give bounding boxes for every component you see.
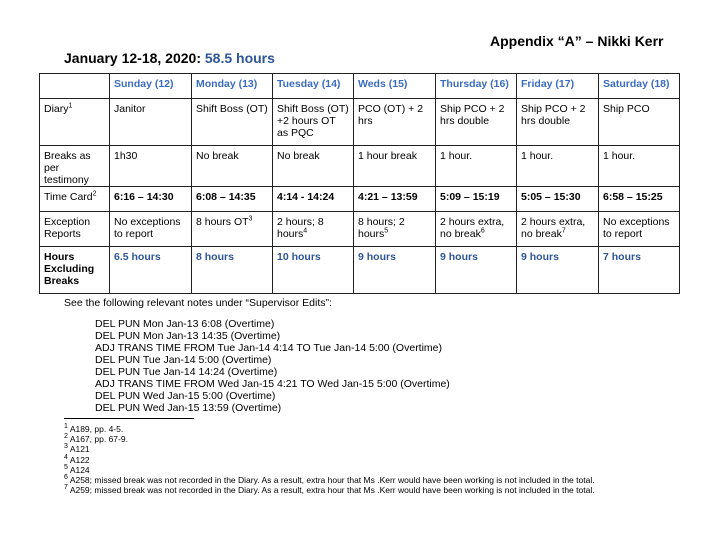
cell: Janitor	[109, 98, 192, 146]
cell: 10 hours	[272, 246, 354, 294]
cell: 6:58 – 15:25	[598, 186, 680, 212]
col-header: Friday (17)	[516, 73, 599, 99]
title-date: January 12-18, 2020:	[64, 50, 201, 66]
cell: 6:16 – 14:30	[109, 186, 192, 212]
footnote: 3 A121	[64, 443, 90, 455]
title-total: 58.5 hours	[204, 50, 275, 66]
cell: 2 hours extra, no break6	[435, 211, 517, 247]
row-label: Exception Reports	[39, 211, 110, 247]
table-row-diary: Diary1 Janitor Shift Boss (OT) Shift Boss …	[39, 98, 680, 146]
corner-cell	[39, 73, 110, 99]
cell: Ship PCO + 2 hrs double	[435, 98, 517, 146]
table-row-exceptions: Exception Reports No exceptions to repor…	[39, 211, 680, 247]
note-line: DEL PUN Tue Jan-14 14:24 (Overtime)	[95, 366, 278, 378]
footnote: 6 A258; missed break was not recorded in…	[64, 474, 595, 486]
row-label: Time Card2	[39, 186, 110, 212]
cell: 8 hours; 2 hours5	[353, 211, 436, 247]
footnote: 4 A122	[64, 453, 90, 465]
cell: No exceptions to report	[598, 211, 680, 247]
appendix-heading: Appendix “A” – Nikki Kerr	[490, 33, 664, 49]
note-line: DEL PUN Wed Jan-15 13:59 (Overtime)	[95, 402, 282, 414]
cell: 9 hours	[435, 246, 517, 294]
cell: 6.5 hours	[109, 246, 192, 294]
cell: 2 hours extra, no break7	[516, 211, 599, 247]
footnote-divider	[64, 418, 194, 419]
note-line: DEL PUN Mon Jan-13 6:08 (Overtime)	[95, 318, 275, 330]
note-line: DEL PUN Mon Jan-13 14:35 (Overtime)	[95, 330, 281, 342]
cell: 1 hour.	[516, 145, 599, 187]
hours-table: Sunday (12) Monday (13) Tuesday (14) Weds (…	[39, 73, 680, 294]
cell: 1 hour.	[598, 145, 680, 187]
page-title: January 12-18, 2020: 58.5 hours	[64, 50, 275, 66]
cell: 1 hour break	[353, 145, 436, 187]
col-header: Weds (15)	[353, 73, 436, 99]
note-line: DEL PUN Wed Jan-15 5:00 (Overtime)	[95, 390, 276, 402]
cell: 5:09 – 15:19	[435, 186, 517, 212]
cell: 1h30	[109, 145, 192, 187]
note-line: ADJ TRANS TIME FROM Tue Jan-14 4:14 TO T…	[95, 342, 443, 354]
cell: 9 hours	[353, 246, 436, 294]
col-header: Thursday (16)	[435, 73, 517, 99]
col-header: Monday (13)	[191, 73, 273, 99]
see-notes-text: See the following relevant notes under “…	[64, 297, 332, 309]
table-row-timecard: Time Card2 6:16 – 14:30 6:08 – 14:35 4:14 …	[39, 186, 680, 212]
footnote: 1 A189, pp. 4-5.	[64, 423, 124, 434]
row-label: Breaks as per testimony	[39, 145, 110, 187]
row-label: Hours Excluding Breaks	[39, 246, 110, 294]
cell: 4:21 – 13:59	[353, 186, 436, 212]
footnote: 7 A259; missed break was not recorded in…	[64, 484, 595, 496]
footnotes: 1 A189, pp. 4-5. 2 A167, pp. 67-9. 3 A12…	[64, 423, 595, 496]
cell: Ship PCO + 2 hrs double	[516, 98, 599, 146]
col-header: Tuesday (14)	[272, 73, 354, 99]
cell: 1 hour.	[435, 145, 517, 187]
cell: 5:05 – 15:30	[516, 186, 599, 212]
footnote: 5 A124	[64, 463, 90, 475]
cell: 2 hours; 8 hours4	[272, 211, 354, 247]
note-line: ADJ TRANS TIME FROM Wed Jan-15 4:21 TO W…	[95, 378, 450, 390]
cell: Shift Boss (OT)	[191, 98, 273, 146]
col-header: Saturday (18)	[598, 73, 680, 99]
header-row: Sunday (12) Monday (13) Tuesday (14) Weds (…	[39, 73, 680, 99]
cell: No break	[272, 145, 354, 187]
table-row-breaks: Breaks as per testimony 1h30 No break No b…	[39, 145, 680, 187]
cell: No exceptions to report	[109, 211, 192, 247]
footnote: 2 A167, pp. 67-9.	[64, 433, 128, 445]
cell: PCO (OT) + 2 hrs	[353, 98, 436, 146]
cell: 4:14 - 14:24	[272, 186, 354, 212]
cell: No break	[191, 145, 273, 187]
cell: 9 hours	[516, 246, 599, 294]
table-row-hours: Hours Excluding Breaks 6.5 hours 8 hours 1…	[39, 246, 680, 294]
cell: 8 hours OT3	[191, 211, 273, 247]
col-header: Sunday (12)	[109, 73, 192, 99]
row-label: Diary1	[39, 98, 110, 146]
note-line: DEL PUN Tue Jan-14 5:00 (Overtime)	[95, 354, 272, 366]
cell: 6:08 – 14:35	[191, 186, 273, 212]
cell: Shift Boss (OT) +2 hours OT as PQC	[272, 98, 354, 146]
cell: 7 hours	[598, 246, 680, 294]
cell: 8 hours	[191, 246, 273, 294]
supervisor-notes: DEL PUN Mon Jan-13 6:08 (Overtime) DEL P…	[95, 318, 450, 414]
cell: Ship PCO	[598, 98, 680, 146]
